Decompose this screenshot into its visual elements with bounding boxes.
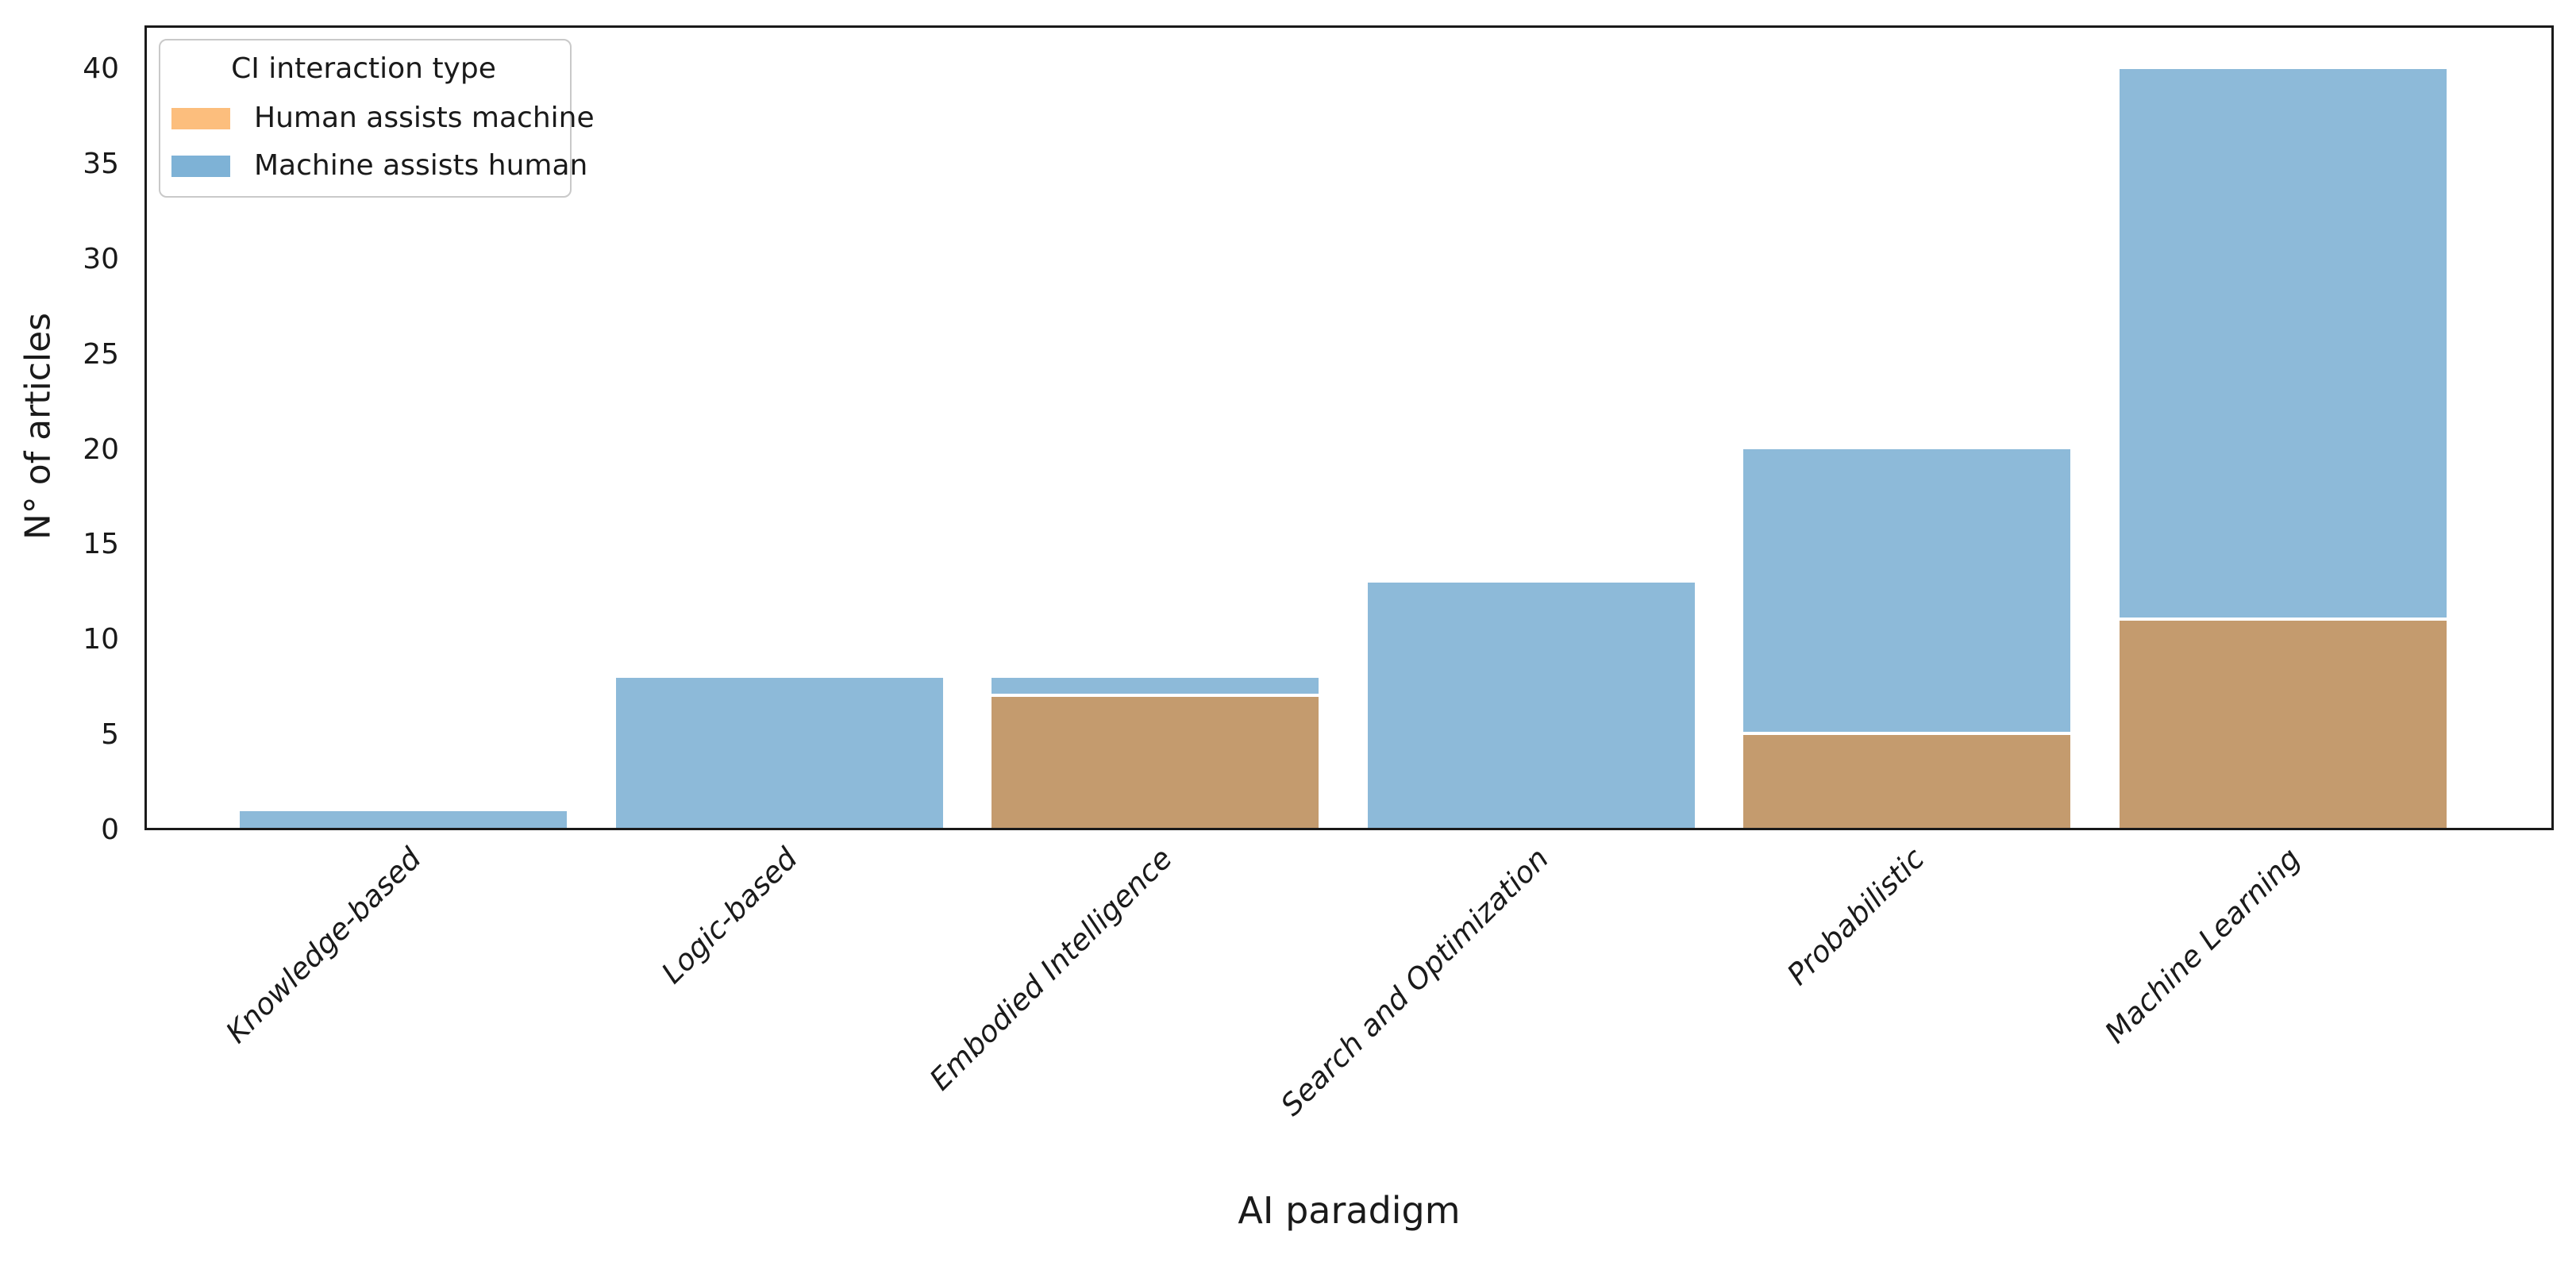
legend-row: Machine assists human bbox=[171, 148, 587, 183]
y-tick-label-20: 20 bbox=[83, 433, 119, 466]
y-tick-label-30: 30 bbox=[83, 243, 119, 275]
bar-segment-human-assists-machine bbox=[2120, 621, 2447, 830]
y-tick-label-40: 40 bbox=[83, 52, 119, 85]
bar-logic-based bbox=[616, 678, 943, 830]
x-tick-text: Machine Learning bbox=[2098, 841, 2308, 1050]
legend-row: Human assists machine bbox=[171, 101, 595, 136]
bar-segment-machine-assists-human bbox=[992, 678, 1319, 697]
x-tick-text: Search and Optimization bbox=[1274, 841, 1556, 1123]
x-tick-text: Knowledge-based bbox=[218, 841, 428, 1050]
bar-probabilistic bbox=[1743, 449, 2070, 830]
legend-swatch-human-assists-machine bbox=[171, 107, 230, 129]
y-tick-label-0: 0 bbox=[101, 814, 119, 846]
bar-segment-machine-assists-human bbox=[2120, 69, 2447, 621]
x-tick-text: Embodied Intelligence bbox=[923, 841, 1180, 1098]
y-tick-label-25: 25 bbox=[83, 338, 119, 371]
bar-segment-machine-assists-human bbox=[240, 811, 567, 830]
bar-segment-machine-assists-human bbox=[1743, 449, 2070, 735]
y-tick-label-15: 15 bbox=[83, 528, 119, 560]
bar-search-and-optimization bbox=[1368, 583, 1695, 830]
bar-segment-human-assists-machine bbox=[992, 697, 1319, 830]
bar-segment-machine-assists-human bbox=[616, 678, 943, 830]
x-axis-label: AI paradigm bbox=[1238, 1189, 1461, 1232]
x-tick-text: Probabilistic bbox=[1780, 841, 1931, 992]
legend-label: Machine assists human bbox=[254, 149, 588, 182]
legend-swatch-machine-assists-human bbox=[171, 155, 230, 177]
y-tick-label-35: 35 bbox=[83, 148, 119, 180]
legend-title: CI interaction type bbox=[231, 52, 496, 85]
x-tick-text: Logic-based bbox=[654, 841, 804, 991]
bar-knowledge-based bbox=[240, 811, 567, 830]
y-tick-label-10: 10 bbox=[83, 623, 119, 656]
bar-segment-human-assists-machine bbox=[1743, 735, 2070, 830]
bar-machine-learning bbox=[2120, 69, 2447, 830]
y-tick-label-5: 5 bbox=[101, 718, 119, 751]
legend: CI interaction type Human assists machin… bbox=[159, 39, 595, 198]
legend-items: Human assists machine Machine assists hum… bbox=[171, 101, 595, 183]
bar-segment-machine-assists-human bbox=[1368, 583, 1695, 830]
plot-area bbox=[144, 25, 2554, 830]
bar-embodied-intelligence bbox=[992, 678, 1319, 830]
legend-label: Human assists machine bbox=[254, 102, 595, 134]
